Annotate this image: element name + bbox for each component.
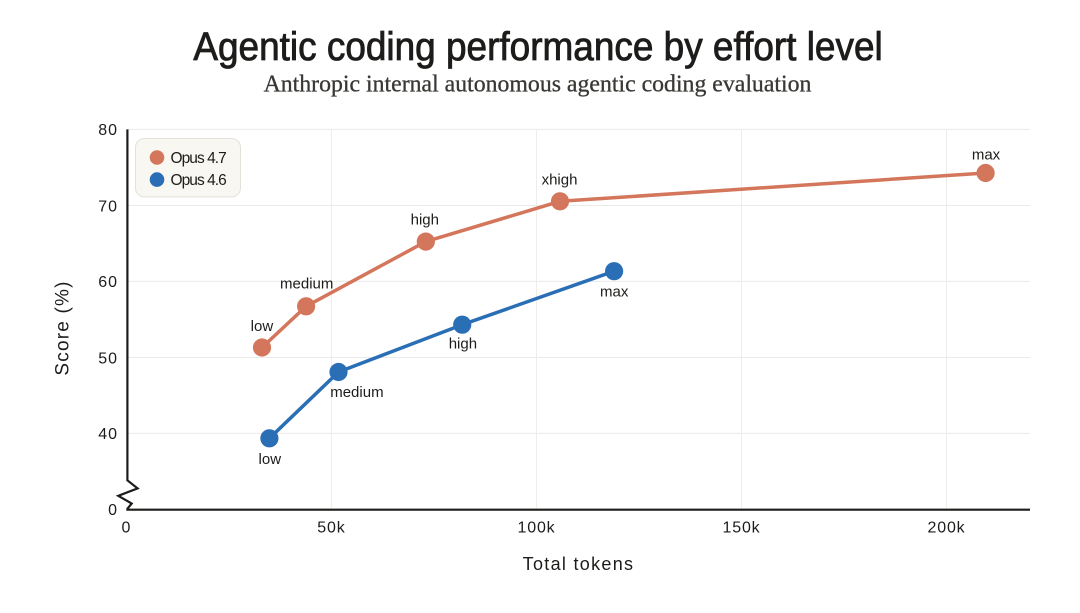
svg-text:50k: 50k (317, 519, 345, 536)
svg-text:low: low (251, 318, 274, 335)
svg-text:low: low (259, 451, 282, 468)
svg-text:medium: medium (280, 275, 333, 292)
svg-text:Anthropic internal autonomous: Anthropic internal autonomous agentic co… (264, 72, 812, 98)
svg-text:100k: 100k (518, 519, 556, 536)
svg-text:60: 60 (98, 274, 118, 291)
svg-text:200k: 200k (928, 519, 966, 536)
svg-text:xhigh: xhigh (542, 172, 578, 189)
svg-text:0: 0 (122, 519, 132, 536)
svg-text:40: 40 (98, 426, 118, 443)
svg-text:Opus 4.7: Opus 4.7 (171, 150, 227, 167)
svg-text:high: high (411, 212, 439, 229)
svg-text:Total tokens: Total tokens (523, 554, 635, 574)
svg-text:max: max (600, 284, 629, 301)
svg-text:Agentic coding performance by: Agentic coding performance by effort lev… (193, 25, 882, 70)
svg-text:high: high (449, 335, 477, 352)
svg-text:0: 0 (108, 502, 118, 519)
svg-text:80: 80 (98, 122, 118, 139)
svg-text:50: 50 (98, 350, 118, 367)
svg-text:70: 70 (98, 198, 118, 215)
svg-text:max: max (972, 147, 1001, 164)
svg-text:150k: 150k (723, 519, 761, 536)
svg-text:Opus 4.6: Opus 4.6 (171, 172, 227, 189)
svg-text:medium: medium (330, 384, 383, 401)
svg-text:Score (%): Score (%) (53, 280, 74, 375)
